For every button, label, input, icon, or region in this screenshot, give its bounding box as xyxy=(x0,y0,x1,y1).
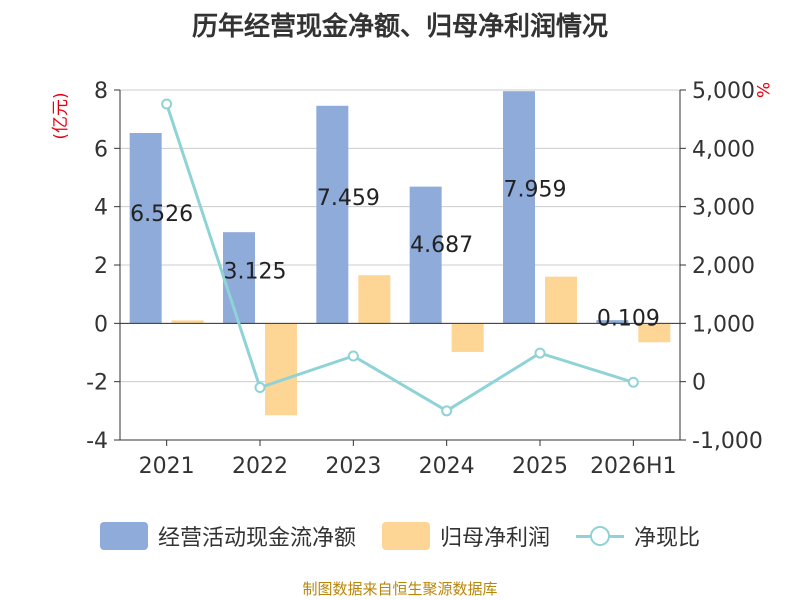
left-tick-label: 6 xyxy=(94,137,108,162)
ratio-point[interactable] xyxy=(441,405,453,417)
ratio-point[interactable] xyxy=(627,376,639,388)
right-tick-label: 1,000 xyxy=(692,312,755,337)
legend: 经营活动现金流净额 归母净利润 净现比 xyxy=(0,516,800,556)
bar-net-profit[interactable] xyxy=(265,323,297,416)
legend-swatch-ratio xyxy=(576,522,624,550)
legend-label-ratio: 净现比 xyxy=(634,526,701,551)
data-label-cashflow: 3.125 xyxy=(224,259,287,284)
bar-cashflow[interactable] xyxy=(409,186,442,324)
ratio-point[interactable] xyxy=(347,350,359,362)
x-tick-label: 2021 xyxy=(139,454,195,479)
chart-title: 历年经营现金净额、归母净利润情况 xyxy=(191,12,608,42)
bar-net-profit[interactable] xyxy=(638,323,671,343)
ratio-point[interactable] xyxy=(254,382,266,393)
bar-cashflow[interactable] xyxy=(596,320,629,324)
legend-item-net-profit[interactable]: 归母净利润 xyxy=(381,520,550,552)
x-tick-label: 2025 xyxy=(512,454,568,479)
data-label-cashflow: 6.526 xyxy=(130,202,193,227)
x-tick-label: 2024 xyxy=(419,454,475,479)
right-axis-label: % xyxy=(752,82,772,98)
data-label-cashflow: 7.459 xyxy=(317,186,380,211)
left-tick-label: -4 xyxy=(86,429,108,454)
x-tick-label: 2026H1 xyxy=(590,454,677,479)
left-tick-label: 0 xyxy=(94,312,108,337)
legend-item-cashflow[interactable]: 经营活动现金流净额 xyxy=(99,520,356,552)
legend-item-ratio[interactable]: 净现比 xyxy=(576,520,700,552)
right-tick-label: 3,000 xyxy=(692,196,755,221)
legend-swatch-cashflow xyxy=(99,522,148,550)
x-tick-label: 2022 xyxy=(232,454,288,479)
ratio-point[interactable] xyxy=(534,347,546,359)
data-label-cashflow: 4.687 xyxy=(410,233,473,258)
ratio-polyline xyxy=(165,103,634,413)
data-label-cashflow: 0.109 xyxy=(597,306,660,331)
bar-net-profit[interactable] xyxy=(545,276,577,324)
bars xyxy=(129,91,671,416)
ratio-line xyxy=(161,98,639,417)
left-tick-label: 8 xyxy=(94,79,108,104)
left-tick-label: 4 xyxy=(94,196,108,221)
legend-swatch-net-profit xyxy=(381,522,430,550)
legend-label-net-profit: 归母净利润 xyxy=(439,526,550,551)
source-note: 制图数据来自恒生聚源数据库 xyxy=(302,580,498,598)
axes xyxy=(114,89,686,446)
x-tick-label: 2023 xyxy=(325,454,381,479)
left-tick-label: -2 xyxy=(86,371,108,396)
right-tick-label: 0 xyxy=(692,371,706,396)
right-tick-label: 4,000 xyxy=(692,137,755,162)
bar-cashflow[interactable] xyxy=(316,105,349,324)
bar-cashflow[interactable] xyxy=(129,132,162,324)
bar-net-profit[interactable] xyxy=(451,323,484,352)
left-tick-label: 2 xyxy=(94,254,108,279)
legend-label-cashflow: 经营活动现金流净额 xyxy=(157,526,356,551)
gridlines xyxy=(120,89,680,441)
bar-net-profit[interactable] xyxy=(358,275,391,324)
right-tick-label: -1,000 xyxy=(692,429,763,454)
data-label-cashflow: 7.959 xyxy=(504,178,567,203)
tick-labels: -4 -2 0 2 4 6 8 -1,000 0 1,000 2,000 3,000 4,000 5,00… xyxy=(86,79,763,479)
right-tick-label: 5,000 xyxy=(692,79,755,104)
bar-cashflow[interactable] xyxy=(503,91,535,324)
bar-cashflow[interactable] xyxy=(223,232,255,324)
data-labels: 6.526 3.125 7.459 4.687 7.959 0.109 xyxy=(130,178,660,332)
left-axis-label: (亿元) xyxy=(51,92,71,139)
bar-net-profit[interactable] xyxy=(171,320,204,324)
ratio-point[interactable] xyxy=(161,98,173,110)
right-tick-label: 2,000 xyxy=(692,254,755,279)
